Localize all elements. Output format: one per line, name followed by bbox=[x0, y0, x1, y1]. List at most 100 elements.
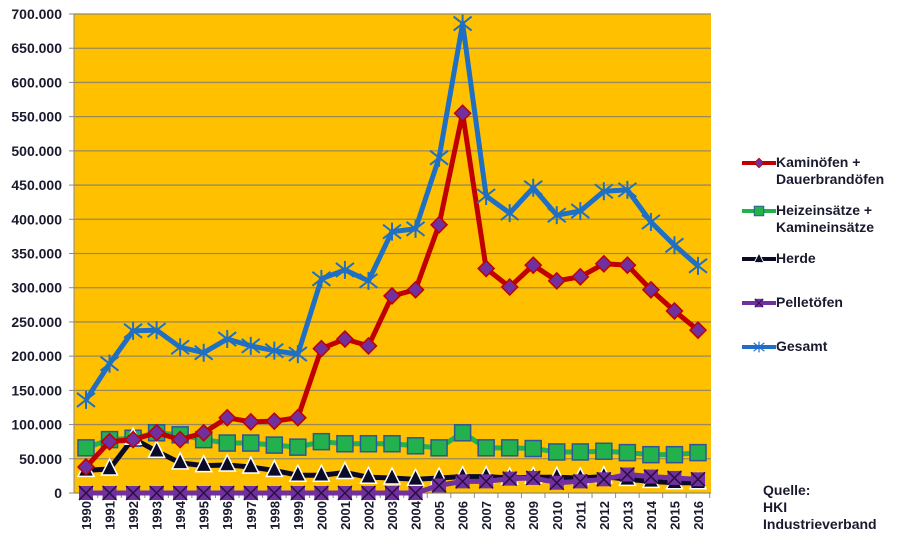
legend-marker bbox=[753, 252, 765, 264]
x-tick-label: 1994 bbox=[173, 500, 188, 530]
y-tick-label: 350.000 bbox=[11, 246, 62, 262]
data-point-asterisk bbox=[453, 14, 473, 33]
data-point-triangle bbox=[359, 465, 378, 485]
triangle-marker bbox=[406, 467, 425, 487]
diamond-marker bbox=[124, 430, 143, 449]
data-point-asterisk bbox=[547, 206, 567, 225]
triangle-marker bbox=[382, 466, 402, 485]
legend-item: Kaminöfen + Dauerbrandöfen bbox=[742, 154, 900, 194]
data-point-diamond bbox=[241, 412, 260, 431]
asterisk-marker bbox=[358, 271, 379, 290]
diamond-marker bbox=[288, 408, 307, 427]
x-marker-cross bbox=[360, 485, 376, 501]
asterisk-marker bbox=[594, 182, 614, 201]
data-point-diamond bbox=[430, 215, 449, 234]
y-tick-label: 500.000 bbox=[11, 143, 62, 159]
data-point-diamond bbox=[524, 256, 543, 275]
data-point-asterisk bbox=[170, 338, 190, 357]
legend-marker bbox=[754, 298, 764, 308]
x-tick-label: 2014 bbox=[644, 500, 659, 530]
legend-item: Pelletöfen bbox=[742, 294, 900, 334]
data-point-triangle bbox=[170, 451, 190, 470]
data-point-asterisk bbox=[382, 222, 402, 241]
x-marker-cross bbox=[431, 477, 447, 494]
data-point-asterisk bbox=[641, 213, 661, 232]
data-point-triangle bbox=[265, 458, 284, 478]
square-marker bbox=[477, 439, 495, 457]
y-tick-label: 200.000 bbox=[11, 348, 62, 364]
asterisk-marker bbox=[664, 236, 685, 255]
asterisk-marker bbox=[311, 269, 331, 288]
diamond-marker bbox=[430, 215, 449, 234]
x-tick-label: 1997 bbox=[244, 501, 259, 530]
data-point-square bbox=[218, 434, 236, 452]
diamond-marker bbox=[571, 267, 590, 286]
diamond-marker bbox=[241, 412, 260, 431]
data-point-triangle bbox=[382, 466, 402, 485]
asterisk-marker bbox=[500, 204, 520, 223]
data-point-asterisk bbox=[194, 343, 214, 362]
asterisk-marker bbox=[335, 260, 355, 279]
data-point-x bbox=[78, 485, 94, 501]
data-point-x bbox=[196, 485, 212, 501]
data-point-x bbox=[690, 471, 706, 487]
data-point-square bbox=[689, 443, 707, 462]
y-tick-label: 600.000 bbox=[11, 74, 62, 90]
data-point-asterisk bbox=[76, 390, 96, 409]
data-point-triangle bbox=[406, 467, 425, 487]
data-point-x bbox=[525, 470, 541, 486]
x-marker-cross bbox=[219, 485, 235, 501]
data-point-x bbox=[102, 485, 118, 501]
data-point-x bbox=[219, 485, 235, 501]
asterisk-marker bbox=[753, 341, 765, 353]
data-point-x bbox=[243, 485, 259, 501]
data-point-asterisk bbox=[147, 321, 167, 340]
asterisk-marker bbox=[76, 390, 96, 409]
data-point-diamond bbox=[382, 286, 402, 305]
diamond-marker bbox=[641, 280, 660, 299]
asterisk-marker bbox=[241, 336, 261, 355]
asterisk-marker bbox=[382, 222, 402, 241]
data-point-triangle bbox=[753, 252, 765, 264]
data-point-triangle bbox=[218, 453, 237, 472]
square-marker bbox=[500, 439, 519, 457]
data-point-x bbox=[125, 485, 141, 501]
data-point-x bbox=[431, 477, 447, 494]
data-point-diamond bbox=[665, 301, 684, 321]
triangle-marker bbox=[218, 453, 237, 472]
source-org-name: Industrieverband bbox=[763, 516, 877, 532]
x-tick-label: 1990 bbox=[79, 501, 94, 530]
data-point-square bbox=[289, 438, 307, 456]
x-marker-cross bbox=[149, 485, 165, 501]
x-tick-label: 2003 bbox=[385, 501, 400, 530]
diamond-marker bbox=[547, 271, 566, 290]
asterisk-marker bbox=[123, 321, 143, 340]
x-tick-label: 1996 bbox=[220, 501, 235, 530]
legend-item: Heizeinsätze + Kamineinsätze bbox=[742, 202, 900, 242]
x-marker-cross bbox=[172, 485, 188, 501]
data-point-diamond bbox=[171, 430, 190, 449]
series-gesamt bbox=[76, 14, 708, 409]
x-tick-label: 2000 bbox=[314, 501, 329, 530]
x-marker-cross bbox=[78, 485, 94, 501]
legend-swatch bbox=[742, 298, 776, 308]
asterisk-marker bbox=[523, 178, 543, 197]
data-point-square bbox=[453, 424, 472, 442]
x-tick-label: 1999 bbox=[291, 501, 306, 530]
square-marker bbox=[689, 443, 707, 462]
data-point-triangle bbox=[312, 463, 331, 482]
x-marker-cross bbox=[478, 473, 494, 489]
x-tick-label: 2016 bbox=[691, 501, 706, 530]
square-marker bbox=[430, 439, 448, 457]
x-marker-cross bbox=[125, 485, 141, 501]
data-point-diamond bbox=[359, 336, 378, 355]
data-point-asterisk bbox=[688, 256, 708, 275]
x-tick-label: 1991 bbox=[103, 501, 118, 530]
data-point-triangle bbox=[241, 455, 260, 474]
triangle-marker bbox=[312, 463, 331, 482]
square-marker bbox=[642, 445, 660, 464]
data-point-asterisk bbox=[617, 180, 637, 199]
square-marker bbox=[312, 432, 331, 451]
x-tick-label: 2007 bbox=[479, 501, 494, 530]
x-tick-label: 2008 bbox=[503, 501, 518, 530]
